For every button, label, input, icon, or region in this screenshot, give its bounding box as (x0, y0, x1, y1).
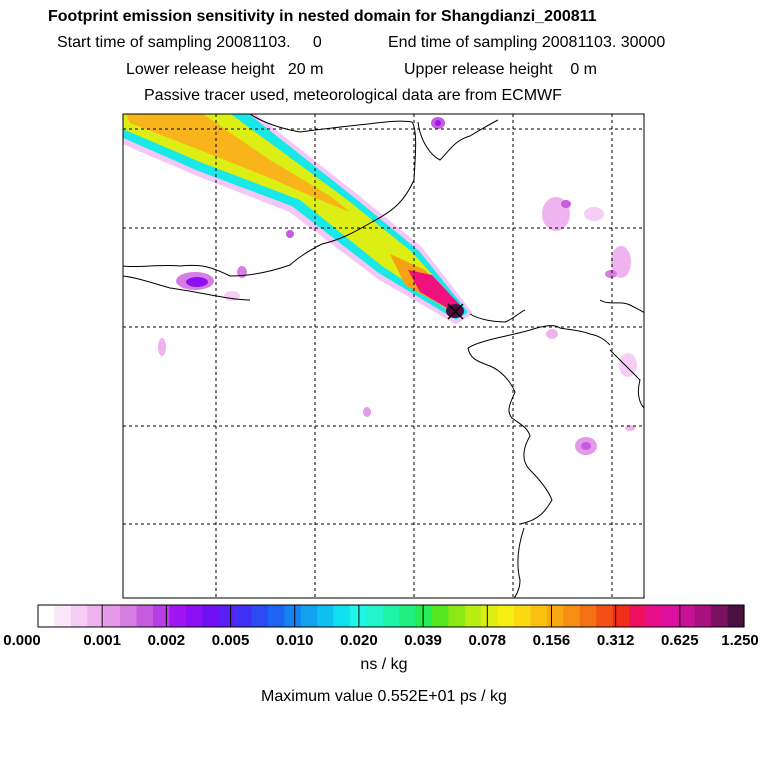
colorbar-swatch (546, 605, 564, 627)
colorbar (37, 604, 745, 628)
colorbar-swatch (530, 605, 548, 627)
colorbar-tick-label: 1.250 (721, 632, 759, 649)
footprint-plume (123, 114, 472, 324)
upper-release-label: Upper release height 0 m (404, 61, 597, 78)
colorbar-swatch (415, 605, 433, 627)
colorbar-tick-label: 0.078 (468, 632, 507, 649)
colorbar-swatch (563, 605, 581, 627)
colorbar-swatch (284, 605, 302, 627)
colorbar-tick-label: 0.005 (211, 632, 250, 649)
colorbar-swatch (300, 605, 318, 627)
colorbar-swatch (711, 605, 729, 627)
colorbar-tick-label: 0.000 (3, 632, 41, 649)
colorbar-swatch (202, 605, 220, 627)
colorbar-swatch (612, 605, 630, 627)
colorbar-swatch (136, 605, 154, 627)
colorbar-swatch (579, 605, 597, 627)
colorbar-swatch (497, 605, 515, 627)
plume-core (125, 114, 350, 212)
colorbar-tick-label: 0.020 (340, 632, 378, 649)
colorbar-swatch (235, 605, 253, 627)
sensitivity-spots (158, 117, 637, 455)
colorbar-swatch (70, 605, 88, 627)
colorbar-swatch (120, 605, 138, 627)
colorbar-units: ns / kg (360, 656, 408, 673)
maximum-value-label: Maximum value 0.552E+01 ps / kg (261, 688, 507, 705)
colorbar-tick-label: 0.001 (83, 632, 121, 649)
colorbar-swatch (152, 605, 170, 627)
colorbar-frame (37, 604, 745, 628)
colorbar-swatch (169, 605, 187, 627)
colorbar-swatch (382, 605, 400, 627)
lower-release-label: Lower release height 20 m (126, 61, 324, 78)
colorbar-swatch (464, 605, 482, 627)
colorbar-swatch (87, 605, 105, 627)
colorbar-swatch (432, 605, 450, 627)
colorbar-tick-label: 0.625 (661, 632, 699, 649)
colorbar-tick-label: 0.039 (404, 632, 442, 649)
colorbar-swatch (481, 605, 499, 627)
colorbar-swatch (251, 605, 269, 627)
colorbar-swatch (267, 605, 285, 627)
receptor-x-marker (447, 303, 464, 320)
colorbar-swatch (333, 605, 351, 627)
colorbar-tick-label: 0.002 (147, 632, 186, 649)
colorbar-swatch (38, 605, 56, 627)
colorbar-swatch (103, 605, 121, 627)
colorbar-swatch (629, 605, 647, 627)
plot-title: Footprint emission sensitivity in nested… (48, 8, 597, 25)
colorbar-tick-label: 0.156 (532, 632, 571, 649)
coastlines (123, 114, 644, 598)
colorbar-swatch (678, 605, 696, 627)
end-time-label: End time of sampling 20081103. 30000 (388, 34, 666, 51)
colorbar-swatch (596, 605, 614, 627)
colorbar-swatch (399, 605, 417, 627)
colorbar-tick-label: 0.312 (596, 632, 635, 649)
colorbar-tick-label: 0.010 (275, 632, 314, 649)
colorbar-swatch (448, 605, 466, 627)
colorbar-swatch (514, 605, 532, 627)
colorbar-swatch (185, 605, 203, 627)
footprint-map (122, 113, 645, 599)
colorbar-swatch (694, 605, 712, 627)
plume-mid (123, 114, 462, 314)
colorbar-swatch (54, 605, 72, 627)
lat-lon-grid (123, 114, 644, 598)
tracer-info-label: Passive tracer used, meteorological data… (144, 87, 562, 104)
start-time-label: Start time of sampling 20081103. 0 (57, 34, 322, 51)
colorbar-swatch (366, 605, 384, 627)
colorbar-swatch (317, 605, 335, 627)
plume-hot (408, 270, 460, 312)
colorbar-swatch (661, 605, 679, 627)
colorbar-swatch (218, 605, 236, 627)
colorbar-swatch (645, 605, 663, 627)
map-frame (122, 113, 645, 599)
colorbar-swatch (727, 605, 745, 627)
